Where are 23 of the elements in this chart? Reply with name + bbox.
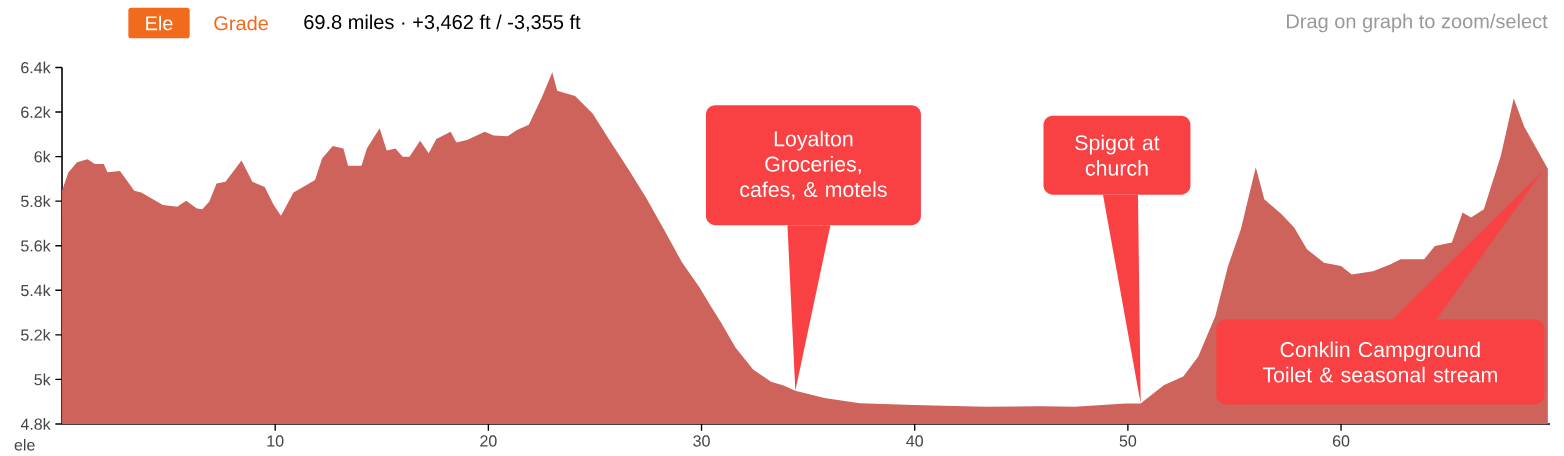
y-tick-label: 5.6k	[21, 239, 51, 252]
x-tick-label: 50	[1119, 435, 1137, 447]
text: Ele	[146, 15, 173, 31]
annotation: Loyalton Groceries, cafes, & motels	[740, 130, 887, 200]
y-tick-label: 5.2k	[21, 328, 51, 341]
y-tick-label: 4.8k	[20, 418, 51, 430]
y-axis-title: ele	[14, 438, 35, 451]
y-tick-label: 5k	[34, 373, 51, 386]
x-tick-label: 10	[267, 435, 284, 447]
x-tick-label: 30	[693, 435, 710, 447]
y-tick-label: 5.4k	[21, 284, 51, 297]
y-tick-label: 6.4k	[21, 61, 51, 74]
chart-title: 69.8 miles · +3,462 ft / -3,355 ft	[304, 14, 581, 32]
y-tick-label: 6.2k	[21, 106, 51, 118]
y-tick-label: 5.8k	[21, 195, 51, 208]
annotation: Conklin Campground Toilet & seasonal stream	[1262, 341, 1497, 383]
x-tick-label: 40	[906, 435, 923, 447]
x-tick-label: 20	[480, 435, 497, 447]
x-tick-label: 60	[1332, 435, 1350, 447]
text: Drag on graph to zoom/select	[1287, 13, 1548, 33]
annotation: Spigot at church	[1075, 134, 1160, 176]
y-tick-label: 6k	[34, 150, 51, 163]
text: Grade	[214, 15, 268, 31]
